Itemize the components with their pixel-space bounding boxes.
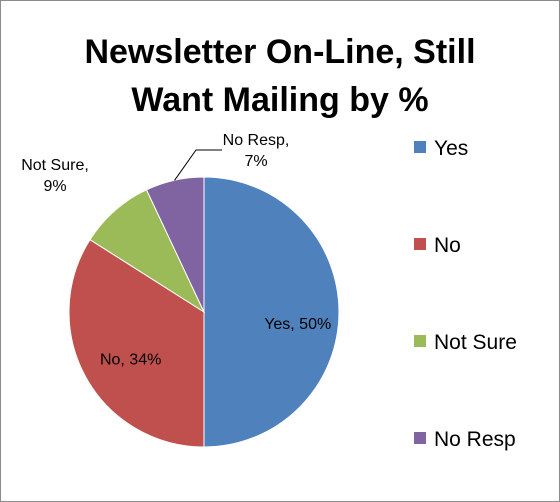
pie-slice-yes <box>203 176 340 448</box>
pie-slice-no-resp <box>145 176 205 313</box>
legend-swatch-no <box>414 238 426 250</box>
legend-label-no: No <box>434 234 461 257</box>
data-label-not-sure: Not Sure, 9% <box>21 157 89 195</box>
chart-title-line-2: Want Mailing by % <box>131 81 429 119</box>
pie-slice-no <box>68 238 205 448</box>
legend-label-yes: Yes <box>434 137 468 160</box>
chart-title: Newsletter On-Line, Still Want Mailing b… <box>0 28 560 124</box>
legend-swatch-no-resp <box>414 432 426 444</box>
legend-swatch-yes <box>414 141 426 153</box>
data-label-yes: Yes, 50% <box>264 316 331 333</box>
leader-line-no-resp <box>174 149 222 181</box>
legend-swatch-not-sure <box>414 335 426 347</box>
legend-label-not-sure: Not Sure <box>434 331 517 354</box>
legend-label-no-resp: No Resp <box>434 428 516 451</box>
chart-title-line-1: Newsletter On-Line, Still <box>84 33 476 71</box>
data-label-no: No, 34% <box>100 351 161 368</box>
data-label-no-resp: No Resp, 7% <box>223 132 290 170</box>
